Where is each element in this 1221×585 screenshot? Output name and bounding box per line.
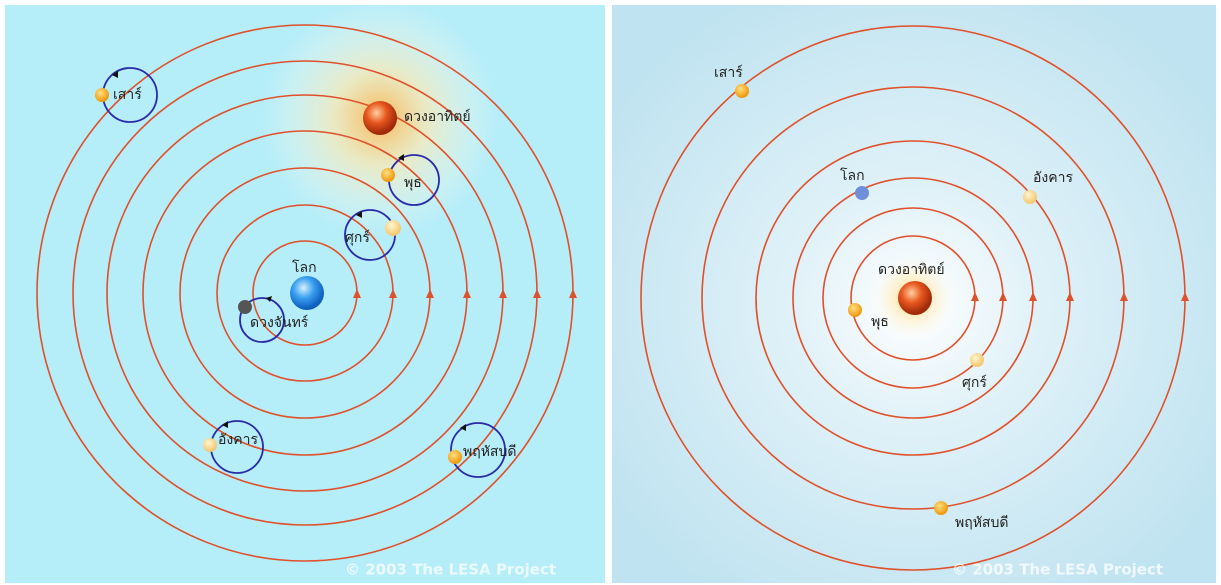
epicycle bbox=[239, 297, 285, 343]
label: พุธ bbox=[871, 314, 889, 330]
label: พฤหัสบดี bbox=[955, 515, 1008, 531]
heliocentric-panel: เสาร์ โลก อังคาร ดวงอาทิตย์ พุธ ศุกร์ พฤ… bbox=[612, 5, 1216, 583]
earth bbox=[855, 186, 869, 200]
moon bbox=[238, 300, 252, 314]
geocentric-panel: เสาร์ ดวงอาทิตย์ พุธ ศุกร์ โลก ดวงจันทร์… bbox=[5, 0, 605, 583]
orbits bbox=[640, 25, 1189, 571]
mars bbox=[1023, 190, 1037, 204]
label: ดวงอาทิตย์ bbox=[878, 261, 945, 278]
copyright: © 2003 The LESA Project bbox=[952, 561, 1163, 579]
sun bbox=[898, 281, 932, 315]
label: โลก bbox=[840, 167, 865, 184]
label: อังคาร bbox=[1033, 170, 1073, 186]
label: เสาร์ bbox=[714, 64, 743, 81]
venus bbox=[385, 220, 401, 236]
mars bbox=[203, 438, 217, 452]
orbit-arrows bbox=[353, 289, 577, 298]
label: ศุกร์ bbox=[345, 229, 370, 246]
jupiter bbox=[448, 450, 462, 464]
epicycle bbox=[450, 422, 506, 478]
sun bbox=[363, 101, 397, 135]
label: พุธ bbox=[404, 175, 422, 191]
label: ดวงจันทร์ bbox=[250, 314, 309, 331]
label: เสาร์ bbox=[113, 86, 142, 103]
venus bbox=[970, 353, 984, 367]
mercury bbox=[848, 303, 862, 317]
orbits bbox=[36, 24, 577, 562]
earth bbox=[290, 276, 324, 310]
saturn bbox=[95, 88, 109, 102]
saturn bbox=[735, 84, 749, 98]
mercury bbox=[381, 168, 395, 182]
label: ศุกร์ bbox=[962, 374, 987, 391]
label: โลก bbox=[292, 259, 317, 276]
jupiter bbox=[934, 501, 948, 515]
label: พฤหัสบดี bbox=[463, 444, 516, 460]
copyright: © 2003 The LESA Project bbox=[345, 561, 556, 579]
label: ดวงอาทิตย์ bbox=[404, 108, 471, 125]
label: อังคาร bbox=[218, 432, 258, 448]
